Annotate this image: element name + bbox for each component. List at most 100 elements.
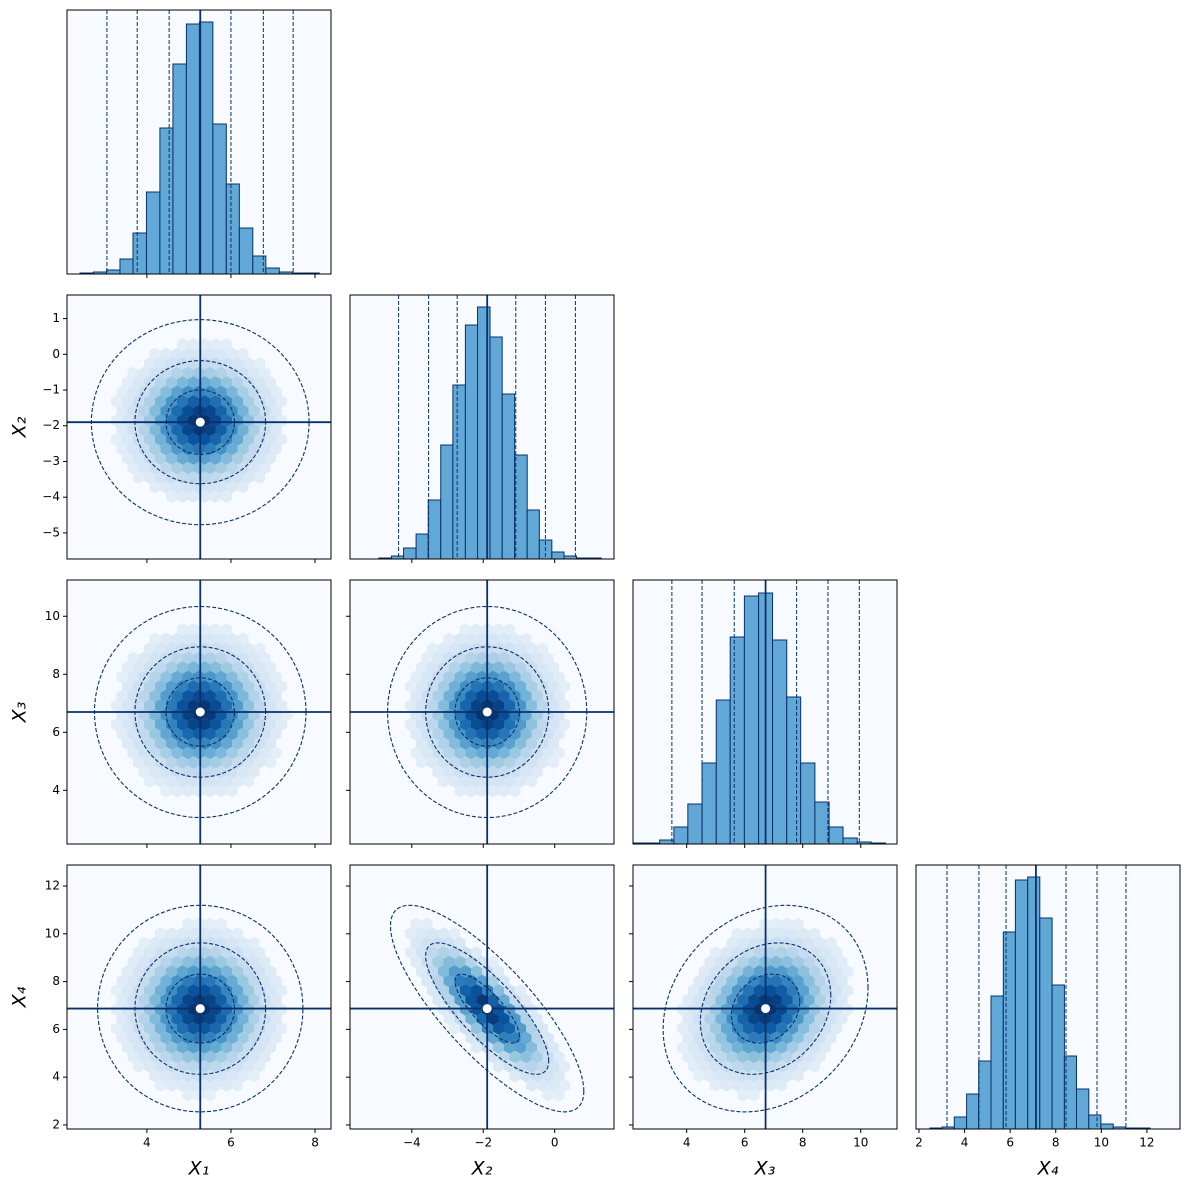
- hex-cell: [188, 1041, 199, 1054]
- hex-cell: [166, 414, 177, 427]
- hex-cell: [410, 936, 422, 950]
- hex-cell: [155, 1079, 166, 1092]
- hex-cell: [504, 1022, 515, 1035]
- hex-cell: [254, 395, 265, 408]
- hex-cell: [226, 480, 238, 494]
- hex-cell: [509, 1012, 521, 1026]
- hex-cell: [160, 385, 172, 399]
- hex-cell: [155, 1003, 166, 1016]
- hex-cell: [553, 670, 565, 684]
- hex-cell: [410, 917, 422, 931]
- hex-cell: [133, 376, 144, 389]
- hex-cell: [836, 1012, 848, 1026]
- hex-cell: [438, 927, 449, 940]
- hex-cell: [781, 1012, 793, 1026]
- hex-cell: [155, 965, 166, 978]
- hex-cell: [432, 765, 444, 779]
- hex-cell: [259, 955, 271, 969]
- hex-cell: [449, 661, 460, 674]
- hex-cell: [232, 737, 243, 750]
- y-tick-label: 10: [45, 926, 60, 940]
- hex-cell: [210, 623, 221, 636]
- hex-cell: [193, 689, 205, 703]
- panel-frame: [915, 864, 1181, 1130]
- hex-cell: [803, 936, 815, 950]
- hex-cell: [803, 1050, 815, 1064]
- hex-cell: [177, 927, 188, 940]
- hex-cell: [243, 984, 254, 997]
- hex-cell: [199, 984, 210, 997]
- hex-cell: [526, 699, 537, 712]
- hex-cell: [781, 917, 793, 931]
- hex-cell: [820, 984, 831, 997]
- hex-cell: [127, 746, 139, 760]
- hex-cell: [814, 993, 826, 1007]
- hex-cell: [166, 756, 177, 769]
- x-axis-label: X₂: [471, 1158, 493, 1180]
- hex-cell: [259, 385, 271, 399]
- hex-cell: [476, 784, 488, 798]
- hex-cell: [237, 385, 249, 399]
- hex-cell: [259, 670, 271, 684]
- hex-cell: [765, 1060, 776, 1073]
- hex-cell: [144, 357, 155, 370]
- hex-cell: [449, 642, 460, 655]
- hex-cell: [781, 1031, 793, 1045]
- hex-cell: [421, 917, 433, 931]
- hex-cell: [144, 699, 155, 712]
- hex-cell: [215, 480, 227, 494]
- hex-cell: [199, 927, 210, 940]
- plot-area: [350, 580, 614, 844]
- hex-cell: [160, 366, 172, 380]
- hex-cell: [248, 385, 260, 399]
- hex-cell: [460, 984, 471, 997]
- hex-cell: [542, 651, 554, 665]
- hex-cell: [504, 623, 515, 636]
- panel: 2 4 6 8 10 12 X₄: [915, 864, 1181, 1180]
- hex-cell: [526, 718, 537, 731]
- hex-cell: [515, 1003, 526, 1016]
- hex-cell: [204, 480, 216, 494]
- hex-cell: [465, 651, 477, 665]
- hex-cell: [204, 651, 216, 665]
- hex-cell: [515, 984, 526, 997]
- hex-cell: [427, 927, 438, 940]
- hex-cell: [182, 366, 194, 380]
- bar: [403, 547, 417, 559]
- hex-cell: [410, 670, 422, 684]
- hex-cell: [476, 746, 488, 760]
- hex-cell: [193, 955, 205, 969]
- hex-cell: [193, 670, 205, 684]
- hex-cell: [199, 395, 210, 408]
- hex-cell: [138, 993, 150, 1007]
- hex-cell: [254, 642, 265, 655]
- hex-cell: [704, 993, 716, 1007]
- panel: 4 6 8 10 X₃: [9, 579, 332, 848]
- hex-cell: [149, 347, 161, 361]
- hex-cell: [160, 689, 172, 703]
- hex-cell: [155, 680, 166, 693]
- hex-cell: [748, 955, 760, 969]
- hex-cell: [438, 946, 449, 959]
- hex-cell: [820, 1041, 831, 1054]
- hex-cell: [710, 1003, 721, 1016]
- hex-cell: [531, 670, 543, 684]
- hex-cell: [221, 699, 232, 712]
- hex-cell: [792, 1031, 804, 1045]
- hex-cell: [210, 699, 221, 712]
- hex-cell: [754, 965, 765, 978]
- hex-cell: [553, 746, 565, 760]
- hex-cell: [133, 984, 144, 997]
- hex-cell: [226, 670, 238, 684]
- hex-cell: [155, 737, 166, 750]
- hex-cell: [471, 661, 482, 674]
- hex-cell: [221, 680, 232, 693]
- hex-cell: [193, 765, 205, 779]
- hex-cell: [416, 680, 427, 693]
- hex-cell: [215, 347, 227, 361]
- hex-cell: [704, 1069, 716, 1083]
- hex-cell: [221, 1041, 232, 1054]
- hex-cell: [171, 461, 183, 475]
- hex-cell: [454, 651, 466, 665]
- bar: [159, 127, 174, 274]
